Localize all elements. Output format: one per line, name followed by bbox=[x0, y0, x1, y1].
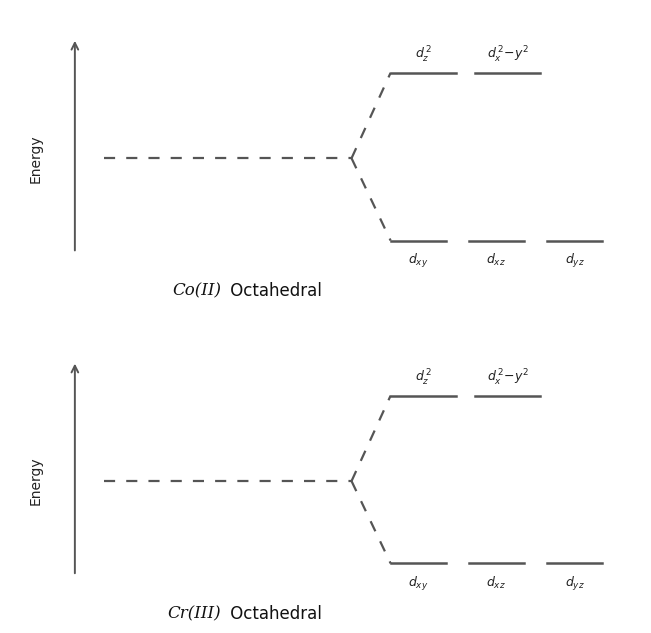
Text: $d_z^{\,2}$: $d_z^{\,2}$ bbox=[415, 368, 432, 388]
Text: $d_{xz}$: $d_{xz}$ bbox=[486, 252, 506, 268]
Text: Octahedral: Octahedral bbox=[225, 605, 322, 623]
Text: $d_x^{\,2}\!-\!y^2$: $d_x^{\,2}\!-\!y^2$ bbox=[487, 368, 529, 388]
Text: Co(II): Co(II) bbox=[173, 283, 221, 299]
Text: $d_{xy}$: $d_{xy}$ bbox=[408, 575, 428, 592]
Text: Octahedral: Octahedral bbox=[225, 282, 322, 300]
Text: $d_z^{\,2}$: $d_z^{\,2}$ bbox=[415, 45, 432, 65]
Text: $d_{xy}$: $d_{xy}$ bbox=[408, 252, 428, 270]
Text: $d_{yz}$: $d_{yz}$ bbox=[564, 252, 585, 270]
Text: Cr(III): Cr(III) bbox=[168, 606, 221, 622]
Text: Energy: Energy bbox=[29, 134, 43, 182]
Text: $d_{xz}$: $d_{xz}$ bbox=[486, 575, 506, 591]
Text: $d_x^{\,2}\!-\!y^2$: $d_x^{\,2}\!-\!y^2$ bbox=[487, 45, 529, 65]
Text: $d_{yz}$: $d_{yz}$ bbox=[564, 575, 585, 592]
Text: Energy: Energy bbox=[29, 457, 43, 505]
